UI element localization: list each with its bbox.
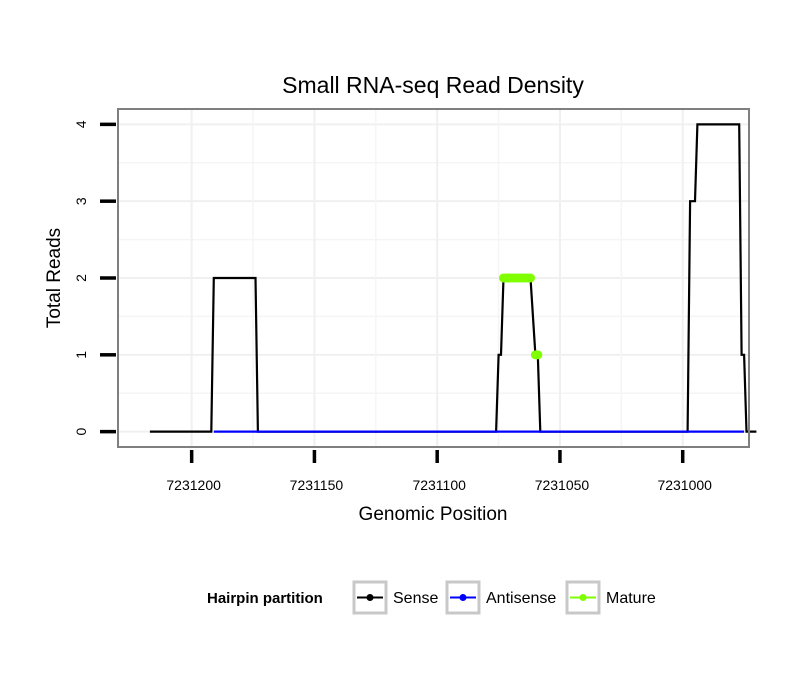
x-tick-label: 7231000 [657,477,712,493]
y-tick-label: 2 [73,274,89,282]
legend-title: Hairpin partition [207,590,323,607]
plot-panel [117,108,757,448]
panel-border [117,108,750,448]
y-tick-label: 1 [73,351,89,359]
y-tick-label: 4 [73,120,89,128]
y-axis: 0 1 2 3 4 [73,120,116,436]
legend: Hairpin partition Sense Antisense Mature [207,580,656,615]
x-tick-label: 7231050 [535,477,590,493]
x-tick-label: 7231150 [290,477,344,493]
x-tick-label: 7231200 [166,477,221,493]
legend-items: Sense Antisense Mature [352,580,656,615]
chart-title: Small RNA-seq Read Density [282,72,584,98]
x-axis: 7231200 7231150 7231100 7231050 7231000 [166,450,712,493]
y-tick-label: 3 [73,197,89,205]
series-layer [149,123,757,433]
legend-key-point [366,594,374,601]
legend-item-antisense: Antisense [445,580,556,615]
x-tick-label: 7231100 [412,477,466,493]
legend-item-mature: Mature [565,580,656,615]
legend-key-point [579,594,587,601]
x-axis-title: Genomic Position [359,504,508,525]
legend-label: Mature [606,590,656,607]
y-axis-title: Total Reads [44,228,65,328]
legend-item-sense: Sense [352,580,438,615]
mature-series-point [525,273,535,283]
mature-series-point [533,350,543,360]
legend-label: Sense [393,590,438,607]
legend-key-point [459,594,467,601]
y-tick-label: 0 [73,428,89,436]
legend-label: Antisense [486,590,556,607]
